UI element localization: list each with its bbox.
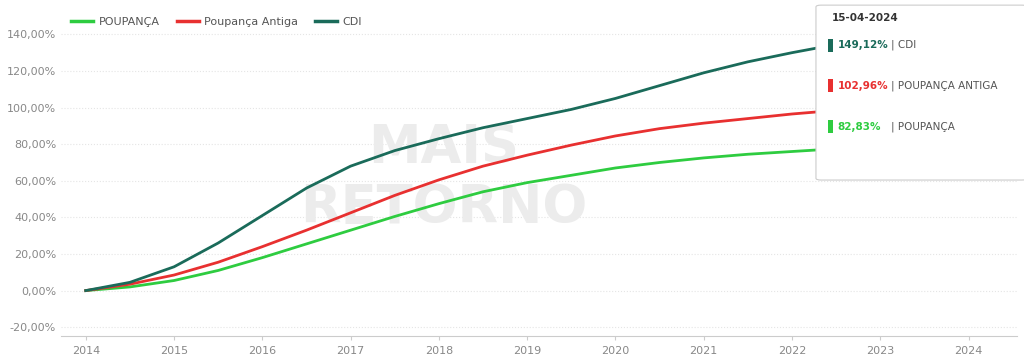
CDI: [212, 241, 224, 245]
Poupança Antiga: [124, 282, 136, 286]
CDI: [80, 289, 92, 293]
Poupança Antiga: [829, 108, 842, 113]
POUPANÇA: [477, 189, 489, 194]
CDI: [565, 107, 578, 111]
Text: | CDI: | CDI: [891, 40, 915, 50]
Line: CDI: CDI: [86, 18, 969, 291]
Poupança Antiga: [256, 245, 268, 249]
POUPANÇA: [609, 166, 622, 170]
Line: POUPANÇA: POUPANÇA: [86, 139, 969, 291]
Poupança Antiga: [433, 178, 445, 182]
CDI: [919, 27, 931, 31]
POUPANÇA: [256, 256, 268, 260]
CDI: [963, 16, 975, 20]
Poupança Antiga: [697, 121, 710, 125]
POUPANÇA: [80, 289, 92, 293]
CDI: [388, 148, 400, 153]
Line: Poupança Antiga: Poupança Antiga: [86, 102, 969, 291]
Poupança Antiga: [477, 164, 489, 168]
Text: | POUPANÇA: | POUPANÇA: [891, 121, 954, 132]
Poupança Antiga: [874, 105, 887, 110]
CDI: [344, 164, 356, 168]
POUPANÇA: [344, 228, 356, 232]
CDI: [477, 126, 489, 130]
Poupança Antiga: [609, 134, 622, 138]
POUPANÇA: [653, 160, 666, 165]
POUPANÇA: [963, 137, 975, 141]
CDI: [741, 60, 754, 64]
CDI: [168, 265, 180, 269]
CDI: [874, 35, 887, 39]
POUPANÇA: [521, 180, 534, 185]
POUPANÇA: [829, 147, 842, 151]
Text: 15-04-2024: 15-04-2024: [831, 13, 898, 23]
Poupança Antiga: [168, 273, 180, 277]
CDI: [785, 50, 798, 55]
POUPANÇA: [565, 173, 578, 178]
Point: [961, 99, 977, 105]
Poupança Antiga: [653, 126, 666, 131]
POUPANÇA: [300, 242, 312, 246]
POUPANÇA: [124, 285, 136, 289]
Poupança Antiga: [344, 211, 356, 215]
Poupança Antiga: [521, 153, 534, 157]
POUPANÇA: [741, 152, 754, 156]
CDI: [697, 71, 710, 75]
CDI: [653, 83, 666, 88]
Point: [961, 99, 977, 105]
Text: 82,83%: 82,83%: [838, 122, 881, 132]
CDI: [256, 213, 268, 218]
Text: | POUPANÇA ANTIGA: | POUPANÇA ANTIGA: [891, 81, 997, 91]
Text: 102,96%: 102,96%: [838, 81, 888, 91]
Poupança Antiga: [212, 260, 224, 264]
POUPANÇA: [697, 156, 710, 160]
Poupança Antiga: [963, 100, 975, 104]
Poupança Antiga: [785, 112, 798, 116]
POUPANÇA: [168, 278, 180, 283]
Point: [961, 136, 977, 142]
Poupança Antiga: [80, 289, 92, 293]
Point: [961, 15, 977, 21]
Poupança Antiga: [388, 193, 400, 197]
CDI: [433, 136, 445, 141]
CDI: [829, 42, 842, 46]
Legend: POUPANÇA, Poupança Antiga, CDI: POUPANÇA, Poupança Antiga, CDI: [67, 12, 367, 31]
Poupança Antiga: [741, 117, 754, 121]
Poupança Antiga: [300, 228, 312, 232]
POUPANÇA: [433, 201, 445, 206]
POUPANÇA: [919, 141, 931, 146]
CDI: [124, 280, 136, 285]
CDI: [300, 186, 312, 190]
CDI: [609, 96, 622, 101]
POUPANÇA: [388, 214, 400, 219]
POUPANÇA: [212, 268, 224, 273]
Poupança Antiga: [565, 143, 578, 147]
POUPANÇA: [874, 144, 887, 148]
Poupança Antiga: [919, 103, 931, 107]
Point: [961, 15, 977, 21]
Text: MAIS
RETORNO: MAIS RETORNO: [300, 122, 587, 234]
Text: 149,12%: 149,12%: [838, 40, 888, 50]
Point: [961, 136, 977, 142]
CDI: [521, 117, 534, 121]
POUPANÇA: [785, 149, 798, 154]
